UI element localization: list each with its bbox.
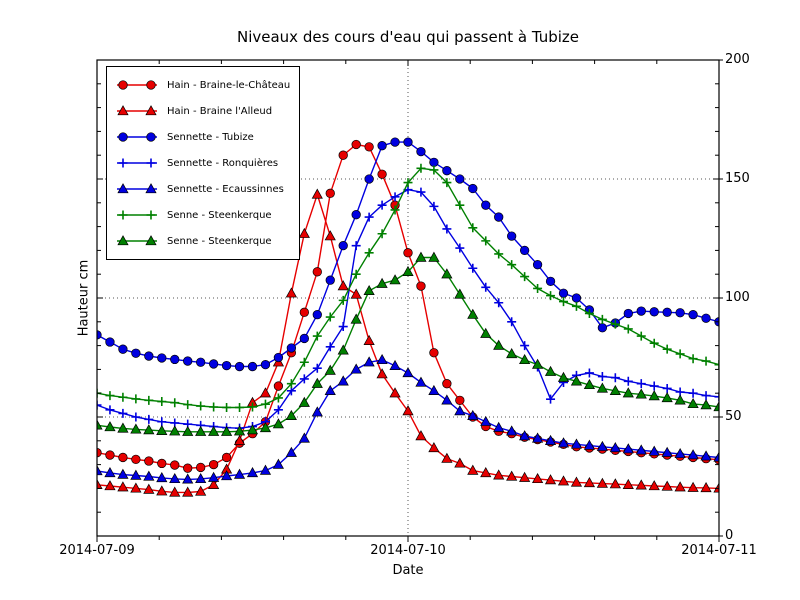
y-axis-label: Hauteur cm [76, 259, 92, 337]
y-tick-label-50: 50 [725, 409, 742, 424]
y-tick-label-0: 0 [725, 528, 734, 543]
plot-frame [96, 59, 720, 537]
legend-label: Senne - Steenkerque [167, 235, 272, 247]
legend-label: Sennette - Tubize [167, 131, 254, 143]
legend-circle-icon [117, 80, 157, 90]
legend-plus-icon [117, 210, 157, 220]
x-tick-label-1: 2014-07-10 [370, 543, 446, 558]
legend-item-6: Senne - Steenkerque [107, 228, 299, 254]
y-tick-label-200: 200 [725, 52, 750, 67]
legend-triangle-icon [117, 183, 157, 194]
legend-item-1: Hain - Braine l'Alleud [107, 98, 299, 124]
legend-circle-icon [117, 132, 157, 142]
legend: Hain - Braine-le-Château Hain - Braine l'… [106, 66, 300, 260]
legend-item-5: Senne - Steenkerque [107, 202, 299, 228]
series-4-sennette-ecaussinnes [97, 353, 719, 484]
series-5-senne-steenkerque [97, 163, 719, 412]
y-tick-label-150: 150 [725, 171, 750, 186]
series-1-hain-braine-l-alleud [97, 188, 719, 497]
legend-item-2: Sennette - Tubize [107, 124, 299, 150]
legend-label: Hain - Braine-le-Château [167, 79, 291, 91]
x-tick-label-2: 2014-07-11 [681, 543, 757, 558]
legend-plus-icon [117, 158, 157, 168]
x-axis-label: Date [392, 563, 424, 578]
legend-triangle-icon [117, 105, 157, 116]
y-tick-label-100: 100 [725, 290, 750, 305]
grid [97, 60, 719, 536]
legend-item-4: Sennette - Ecaussinnes [107, 176, 299, 202]
legend-label: Hain - Braine l'Alleud [167, 105, 273, 117]
legend-label: Sennette - Ecaussinnes [167, 183, 284, 195]
series-2-sennette-tubize [97, 137, 719, 372]
legend-item-0: Hain - Braine-le-Château [107, 72, 299, 98]
legend-label: Senne - Steenkerque [167, 209, 272, 221]
legend-triangle-icon [117, 235, 157, 246]
legend-item-3: Sennette - Ronquières [107, 150, 299, 176]
legend-label: Sennette - Ronquières [167, 157, 279, 169]
chart-title: Niveaux des cours d'eau qui passent à Tu… [236, 28, 580, 46]
x-tick-label-0: 2014-07-09 [59, 543, 135, 558]
series-6-senne-steenkerque [97, 251, 719, 436]
